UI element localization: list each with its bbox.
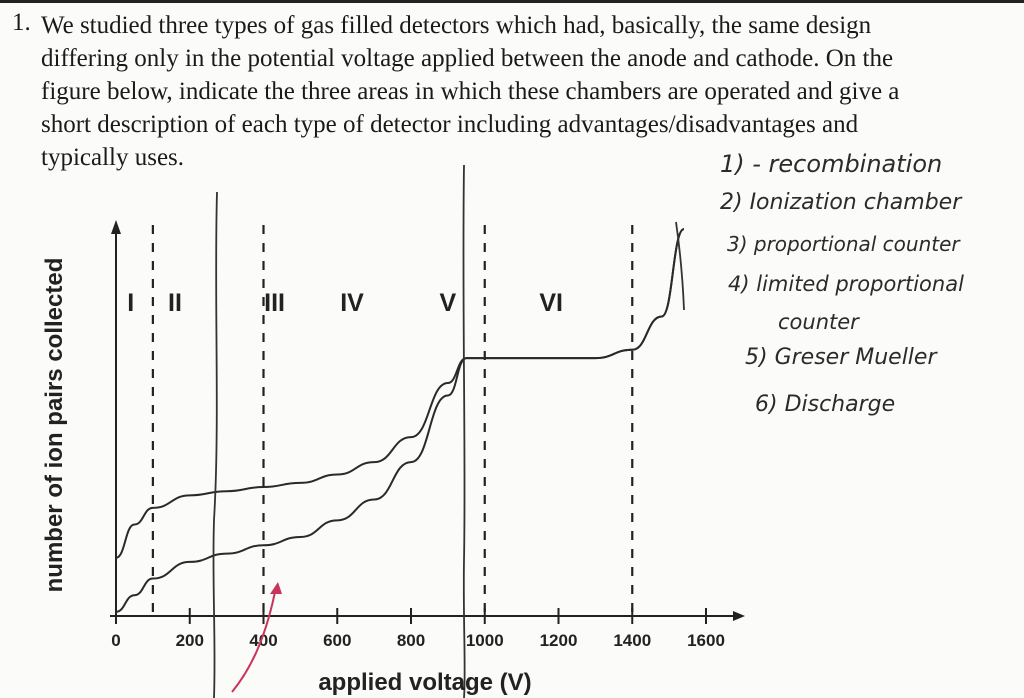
region-label: I bbox=[127, 289, 134, 317]
region-label: II bbox=[168, 289, 182, 317]
x-tick-label: 800 bbox=[397, 631, 425, 650]
series-lines bbox=[115, 228, 685, 613]
red-pen-arrowhead bbox=[270, 582, 282, 594]
question-line: We studied three types of gas filled det… bbox=[41, 12, 872, 39]
handwritten-note: counter bbox=[778, 310, 859, 334]
pen-mark-line bbox=[212, 191, 218, 698]
x-tick-label: 200 bbox=[176, 631, 204, 650]
x-tick-label: 1600 bbox=[687, 631, 725, 650]
red-pen-arrow bbox=[231, 591, 276, 693]
series-curve bbox=[115, 228, 685, 559]
question-line: short description of each type of detect… bbox=[41, 111, 859, 138]
y-axis-title: number of ion pairs collected bbox=[41, 258, 68, 593]
pen-mark-line bbox=[462, 164, 466, 698]
x-tick-label: 0 bbox=[111, 631, 120, 650]
top-rule bbox=[0, 0, 1024, 3]
y-axis-arrow bbox=[111, 220, 121, 234]
region-dividers bbox=[151, 225, 634, 616]
x-tick-label: 1000 bbox=[466, 631, 504, 650]
question-line: typically uses. bbox=[41, 144, 185, 171]
pen-mark-line bbox=[675, 221, 685, 311]
series-curve bbox=[115, 228, 685, 613]
handwritten-note: 4) limited proportional bbox=[728, 272, 964, 296]
question-line: differing only in the potential voltage … bbox=[41, 45, 894, 72]
region-label: III bbox=[264, 289, 285, 317]
x-axis-title: applied voltage (V) bbox=[318, 669, 531, 696]
question-line: figure below, indicate the three areas i… bbox=[41, 78, 900, 105]
x-axis-arrow bbox=[733, 611, 745, 621]
question-text: We studied three types of gas filled det… bbox=[41, 9, 981, 174]
x-tick-labels: 0 200 400 600 800 1000 1200 1400 1600 bbox=[111, 631, 725, 650]
x-tick-label: 1400 bbox=[613, 631, 651, 650]
x-tick-label: 600 bbox=[323, 631, 351, 650]
handwritten-note: 6) Discharge bbox=[755, 392, 896, 417]
handwritten-note: 5) Greser Mueller bbox=[745, 345, 937, 370]
handwritten-note: 3) proportional counter bbox=[727, 232, 960, 256]
x-tick-label: 400 bbox=[249, 631, 277, 650]
region-label: VI bbox=[539, 289, 563, 317]
x-tick-label: 1200 bbox=[540, 631, 578, 650]
region-label: IV bbox=[340, 289, 364, 317]
region-label: V bbox=[440, 289, 457, 317]
region-labels: I II III IV V VI bbox=[127, 289, 563, 317]
handwritten-note: 1) - recombination bbox=[720, 150, 943, 178]
question-number: 1. bbox=[12, 9, 31, 36]
handwritten-note: 2) Ionization chamber bbox=[720, 190, 962, 215]
